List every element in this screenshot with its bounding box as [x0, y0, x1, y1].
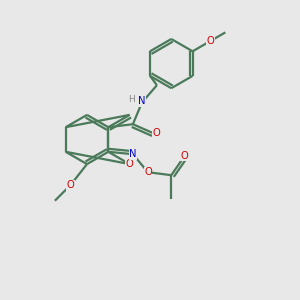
Text: O: O [67, 180, 74, 190]
Text: H: H [128, 95, 135, 104]
Text: O: O [152, 128, 160, 138]
Text: N: N [129, 149, 137, 159]
Text: N: N [138, 96, 146, 106]
Text: O: O [126, 159, 134, 169]
Text: O: O [144, 167, 152, 177]
Text: O: O [181, 151, 189, 161]
Text: O: O [206, 36, 214, 46]
